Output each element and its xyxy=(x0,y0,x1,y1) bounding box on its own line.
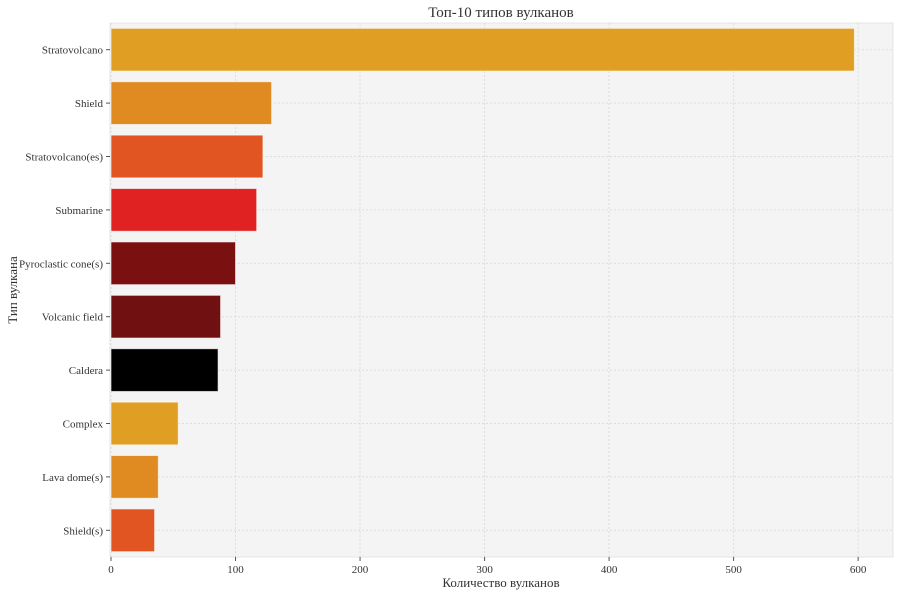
bar-pyroclastic-cone-s- xyxy=(110,241,237,286)
bar-lava-dome-s- xyxy=(110,455,159,499)
y-tick-label: Complex xyxy=(63,419,104,431)
y-tick-label: Submarine xyxy=(55,205,103,217)
bar-caldera xyxy=(110,348,219,392)
bar-submarine xyxy=(110,188,258,232)
x-tick-label: 300 xyxy=(476,564,493,576)
y-axis-label: Тип вулкана xyxy=(5,256,20,324)
x-tick-label: 0 xyxy=(108,564,114,576)
bar-volcanic-field xyxy=(110,294,222,339)
y-tick-label: Pyroclastic cone(s) xyxy=(19,258,103,270)
y-tick-label: Caldera xyxy=(69,365,103,377)
x-tick-label: 400 xyxy=(601,564,618,576)
y-tick-label: Shield(s) xyxy=(63,525,103,537)
bar-complex xyxy=(110,401,179,446)
x-tick-label: 100 xyxy=(227,564,244,576)
y-tick-label: Shield xyxy=(75,98,104,110)
bar-stratovolcano-es- xyxy=(110,134,264,179)
x-axis-label: Количество вулканов xyxy=(442,575,559,590)
bar-stratovolcano xyxy=(110,27,855,72)
y-tick-label: Stratovolcano xyxy=(42,45,104,57)
y-tick-label: Volcanic field xyxy=(42,312,104,324)
x-tick-label: 200 xyxy=(352,564,369,576)
y-tick-label: Lava dome(s) xyxy=(42,472,103,484)
chart-title: Топ-10 типов вулканов xyxy=(428,5,573,21)
y-tick-label: Stratovolcano(es) xyxy=(25,152,103,164)
bar-shield-s- xyxy=(110,508,156,553)
x-tick-label: 500 xyxy=(725,564,742,576)
x-tick-label: 600 xyxy=(850,564,867,576)
bar-shield xyxy=(110,81,273,125)
